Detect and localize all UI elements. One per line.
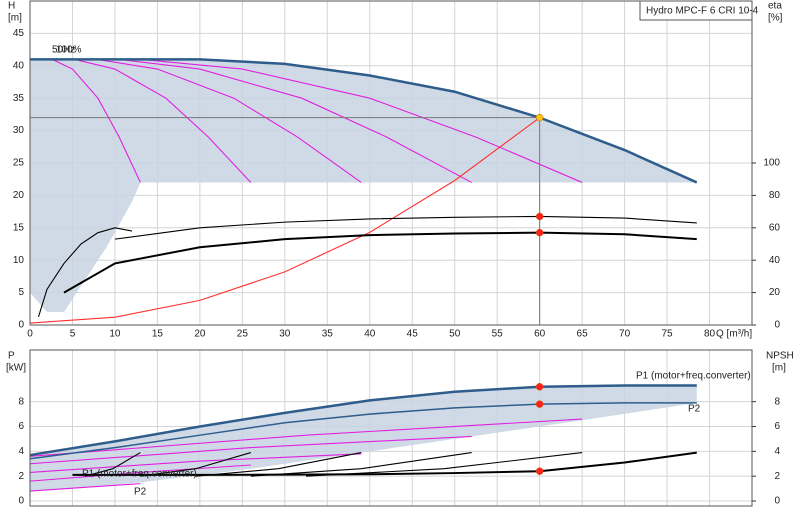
y2-tick-label: 6 <box>774 421 780 432</box>
envelope-area <box>30 385 697 492</box>
annotation: P1 (motor+freq.converter) <box>636 371 751 382</box>
operating-point <box>535 212 544 221</box>
curve <box>114 215 697 240</box>
x-tick-label: 75 <box>661 329 673 340</box>
operating-point <box>535 383 544 391</box>
curve <box>37 227 133 318</box>
operating-point <box>535 113 544 122</box>
y-axis-unit: [m] <box>8 13 22 24</box>
x-tick-label: 0 <box>27 329 33 340</box>
y-tick-label: 8 <box>18 396 24 407</box>
y2-axis-unit: [m] <box>772 363 786 374</box>
x-tick-label: 15 <box>152 329 164 340</box>
curve <box>72 451 697 476</box>
y-tick-label: 45 <box>13 28 25 39</box>
curve <box>29 418 583 457</box>
x-tick-label: 80 <box>704 329 716 340</box>
x-tick-label: 30 <box>279 329 291 340</box>
y2-axis-label: NPSH <box>766 351 794 362</box>
y-tick-label: 30 <box>13 125 25 136</box>
y-tick-label: 10 <box>13 255 25 266</box>
annotation: P2 <box>134 487 147 498</box>
x-tick-label: 5 <box>70 329 76 340</box>
x-tick-label: 35 <box>322 329 334 340</box>
title-box <box>639 0 753 21</box>
y2-axis-unit: [%] <box>768 13 783 24</box>
operating-point <box>535 228 544 237</box>
y-tick-label: 6 <box>18 421 24 432</box>
x-axis-label: Q [m³/h] <box>716 329 752 340</box>
x-tick-label: 65 <box>577 329 589 340</box>
plot-frame <box>29 349 753 507</box>
y-axis-unit: [kW] <box>6 363 26 374</box>
x-tick-label: 10 <box>109 329 121 340</box>
y2-tick-label: 80 <box>769 190 781 201</box>
curve <box>29 453 362 473</box>
x-tick-label: 70 <box>619 329 631 340</box>
y-tick-label: 4 <box>18 446 24 457</box>
y2-tick-label: 60 <box>769 222 781 233</box>
x-tick-label: 55 <box>492 329 504 340</box>
curve <box>29 435 472 465</box>
curve <box>29 384 697 457</box>
plot-frame <box>29 0 753 326</box>
y-tick-label: 0 <box>18 320 24 331</box>
x-tick-label: 40 <box>364 329 376 340</box>
y-tick-label: 0 <box>18 496 24 507</box>
annotation: P1 (motor+freq.converter) <box>82 469 197 480</box>
curve <box>63 231 697 294</box>
y2-tick-label: 100 <box>763 158 780 169</box>
y-axis-label: H <box>8 1 15 12</box>
annotation: P2 <box>688 404 701 415</box>
y2-tick-label: 20 <box>769 287 781 298</box>
curve <box>29 483 141 492</box>
y-tick-label: 20 <box>13 190 25 201</box>
curve <box>29 117 540 324</box>
y2-tick-label: 0 <box>774 496 780 507</box>
y2-tick-label: 8 <box>774 396 780 407</box>
y-tick-label: 5 <box>18 287 24 298</box>
y-tick-label: 15 <box>13 222 25 233</box>
y2-tick-label: 4 <box>774 446 780 457</box>
envelope-area <box>30 59 697 313</box>
y-tick-label: 25 <box>13 158 25 169</box>
curve <box>30 58 698 184</box>
y-tick-label: 40 <box>13 60 25 71</box>
operating-point <box>535 400 544 408</box>
x-tick-label: 45 <box>407 329 419 340</box>
x-tick-label: 20 <box>194 329 206 340</box>
y-tick-label: 2 <box>18 471 24 482</box>
y-tick-label: 35 <box>13 93 25 104</box>
annotation: 50Hz <box>52 45 75 56</box>
y2-tick-label: 40 <box>769 255 781 266</box>
y2-axis-label: eta <box>768 1 782 12</box>
operating-point <box>535 467 544 475</box>
y2-tick-label: 2 <box>774 471 780 482</box>
y-axis-label: P <box>8 351 15 362</box>
chart-title: Hydro MPC-F 6 CRI 10-4 <box>646 6 759 17</box>
annotation: 100% <box>56 45 82 56</box>
x-tick-label: 50 <box>449 329 461 340</box>
curve <box>85 452 141 477</box>
curve <box>195 452 362 477</box>
curve <box>140 452 252 477</box>
curve <box>29 464 251 482</box>
x-tick-label: 25 <box>237 329 249 340</box>
x-tick-label: 60 <box>534 329 546 340</box>
y2-tick-label: 0 <box>774 320 780 331</box>
curve <box>29 402 697 460</box>
